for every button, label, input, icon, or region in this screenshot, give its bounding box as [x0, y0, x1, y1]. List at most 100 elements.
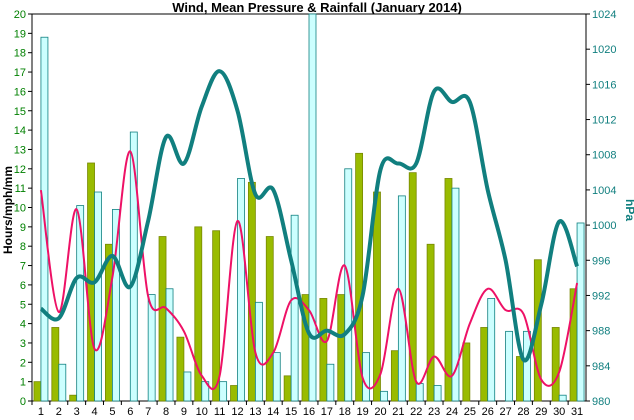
x-tick-label-31: 31: [571, 406, 583, 418]
bar-rainfall-20: [380, 390, 388, 402]
y-tick-label-13: 13: [14, 144, 26, 156]
bar-calm-12: [230, 385, 238, 402]
bar-rainfall-12: [237, 178, 245, 402]
bar-calm-3: [69, 394, 78, 402]
y-tick-label-14: 14: [14, 125, 26, 137]
y-tick-label-0: 0: [20, 396, 26, 408]
bar-calm-17: [319, 298, 328, 402]
x-tick-label-26: 26: [482, 406, 494, 418]
y-tick-label-3: 3: [20, 338, 26, 350]
bar-rainfall-15: [290, 214, 299, 402]
y-tick-label-19: 19: [14, 28, 26, 40]
x-tick-label-6: 6: [127, 406, 133, 418]
y-tick-label-12: 12: [14, 164, 26, 176]
bar-rainfall-5: [112, 209, 120, 402]
bar-calm-14: [265, 236, 274, 402]
bar-calm-15: [283, 375, 292, 402]
x-tick-label-9: 9: [181, 406, 187, 418]
y-axis-label: Hours/mph/mm: [1, 166, 15, 254]
bar-rainfall-8: [165, 288, 174, 402]
x-tick-label-10: 10: [196, 406, 208, 418]
bar-rainfall-16: [308, 13, 317, 402]
y-tick-label-15: 15: [14, 106, 26, 118]
x-tick-label-13: 13: [249, 406, 261, 418]
series-line-pressure: [39, 69, 579, 363]
y-tick-label-17: 17: [14, 67, 26, 79]
bar-rainfall-26: [487, 298, 496, 402]
x-tick-label-27: 27: [499, 406, 511, 418]
plot-area: 0123456789101112131415161718192098098498…: [14, 9, 617, 418]
bar-rainfall-18: [344, 168, 353, 402]
bar-rainfall-19: [362, 352, 371, 402]
bar-rainfall-9: [183, 371, 192, 402]
x-tick-label-22: 22: [410, 406, 422, 418]
bar-calm-20: [373, 191, 381, 402]
bar-calm-25: [462, 342, 471, 402]
y-tick-label-9: 9: [20, 222, 26, 234]
x-tick-label-29: 29: [535, 406, 547, 418]
y-tick-label-18: 18: [14, 48, 26, 60]
y-tick-label-20: 20: [14, 9, 26, 21]
bar-rainfall-3: [76, 205, 85, 402]
bar-rainfall-23: [433, 385, 442, 402]
bar-calm-9: [176, 336, 185, 402]
bar-rainfall-24: [451, 187, 460, 402]
y2-tick-label-1024: 1024: [592, 9, 616, 21]
x-tick-label-15: 15: [285, 406, 297, 418]
y2-tick-label-988: 988: [592, 326, 610, 338]
x-tick-label-12: 12: [231, 406, 243, 418]
y2-tick-label-1016: 1016: [592, 79, 616, 91]
bar-calm-21: [390, 350, 399, 402]
x-tick-label-20: 20: [374, 406, 386, 418]
x-tick-label-5: 5: [109, 406, 115, 418]
y2-tick-label-1020: 1020: [592, 44, 616, 56]
bar-rainfall-27: [505, 330, 513, 402]
bar-calm-24: [444, 178, 453, 402]
bar-rainfall-7: [147, 294, 156, 402]
x-tick-label-16: 16: [303, 406, 315, 418]
bar-calm-18: [337, 294, 346, 402]
bar-calm-8: [158, 236, 167, 402]
y-tick-label-6: 6: [20, 280, 26, 292]
bar-calm-19: [355, 152, 364, 402]
x-tick-label-25: 25: [464, 406, 476, 418]
bar-rainfall-28: [523, 330, 531, 402]
bar-calm-13: [247, 181, 256, 402]
bar-rainfall-2: [58, 363, 67, 402]
x-tick-label-7: 7: [145, 406, 151, 418]
x-tick-label-30: 30: [553, 406, 565, 418]
y-tick-label-16: 16: [14, 86, 26, 98]
x-tick-label-4: 4: [91, 406, 97, 418]
y2-tick-label-992: 992: [592, 290, 610, 302]
bar-rainfall-13: [254, 301, 263, 402]
y-tick-label-4: 4: [20, 319, 26, 331]
x-tick-label-21: 21: [392, 406, 404, 418]
y-tick-label-2: 2: [20, 357, 26, 369]
y2-axis-label: hPa: [623, 199, 634, 221]
x-tick-label-24: 24: [446, 406, 458, 418]
series-line-wind-speed: [39, 150, 579, 391]
x-tick-label-11: 11: [214, 406, 225, 418]
bar-rainfall-14: [272, 352, 281, 402]
x-tick-label-28: 28: [517, 406, 529, 418]
x-tick-label-18: 18: [339, 406, 351, 418]
y-tick-label-1: 1: [20, 377, 26, 389]
bar-calm-2: [51, 327, 60, 402]
x-tick-label-14: 14: [267, 406, 279, 418]
x-tick-label-8: 8: [163, 406, 169, 418]
x-tick-label-17: 17: [321, 406, 333, 418]
bar-calm-22: [408, 172, 417, 402]
bar-rainfall-31: [576, 222, 585, 402]
y2-tick-label-1012: 1012: [592, 115, 616, 127]
y2-tick-label-1008: 1008: [592, 150, 616, 162]
bar-rainfall-11: [219, 381, 228, 402]
x-tick-label-2: 2: [56, 406, 62, 418]
y2-tick-label-984: 984: [592, 361, 610, 373]
y-tick-label-11: 11: [15, 183, 26, 195]
bar-calm-5: [105, 243, 113, 402]
x-tick-label-3: 3: [74, 406, 80, 418]
y2-tick-label-1000: 1000: [592, 220, 616, 232]
bar-calm-10: [194, 226, 203, 402]
bar-calm-28: [516, 356, 524, 402]
